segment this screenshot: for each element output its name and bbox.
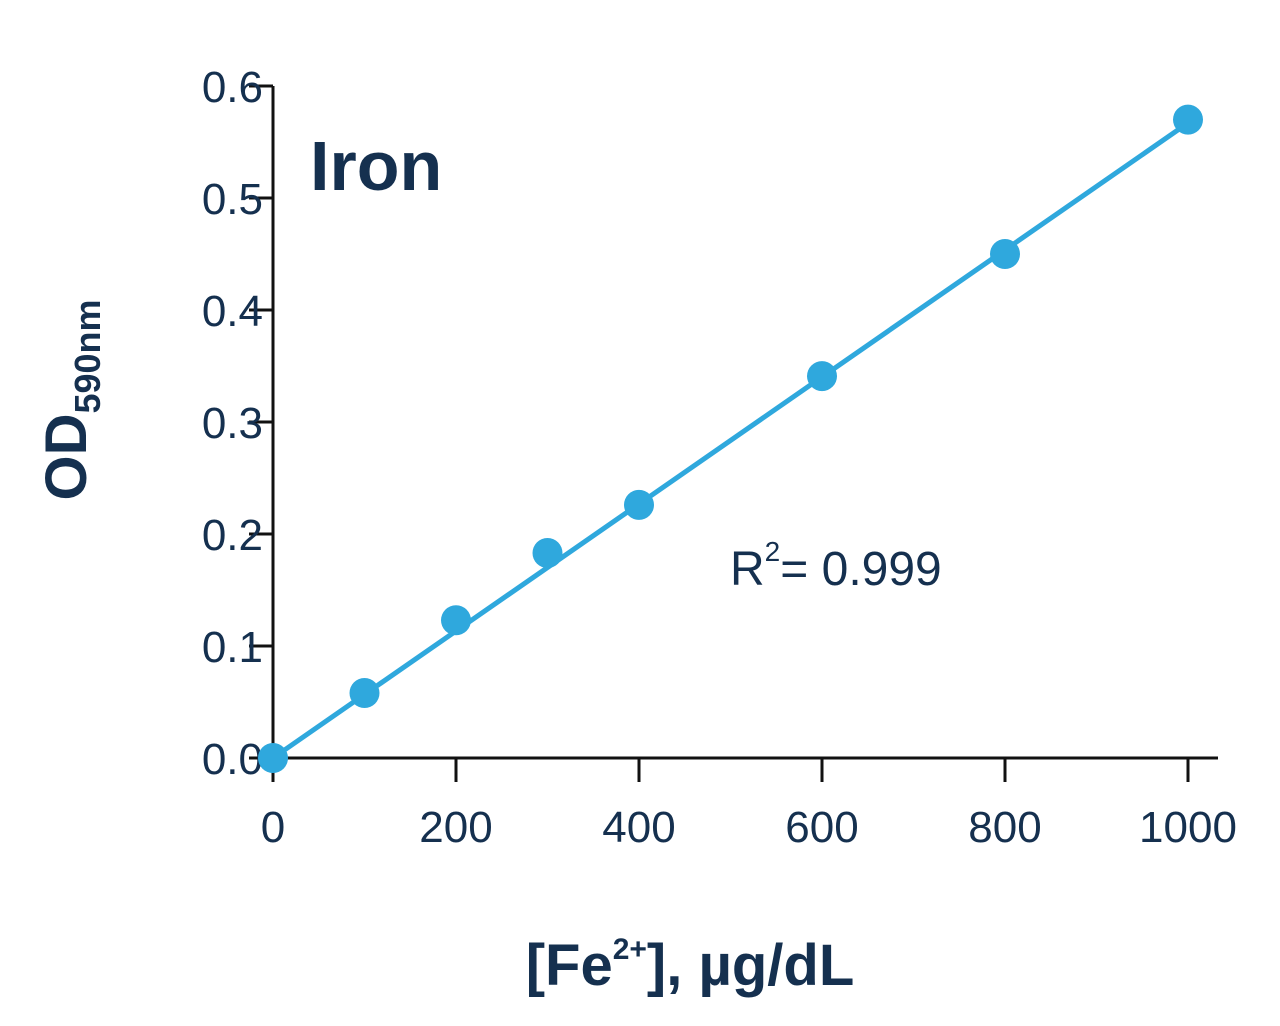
x-axis-label-rest: ], µg/dL [647, 933, 854, 998]
y-tick-label: 0.2 [202, 511, 263, 560]
chart-title: Iron [310, 127, 442, 205]
y-tick-label: 0.6 [202, 63, 263, 112]
r-squared-annotation: R2= 0.999 [730, 536, 942, 596]
y-tick-label: 0.4 [202, 287, 263, 336]
data-point [532, 538, 563, 569]
x-axis-label: [Fe2+], µg/dL [526, 933, 855, 998]
y-axis-label: OD590nm [34, 299, 108, 500]
r-squared-sup: 2 [765, 536, 781, 567]
y-tick-label: 0.3 [202, 399, 263, 448]
y-axis-label-main: OD [34, 414, 99, 501]
x-tick-label: 800 [968, 803, 1041, 852]
data-point [1173, 104, 1203, 135]
data-point [441, 605, 471, 636]
r-squared-rest: = 0.999 [780, 543, 941, 596]
data-point [349, 678, 380, 709]
x-axis-label-main: [Fe [526, 933, 613, 998]
y-tick-label: 0.5 [202, 175, 263, 224]
y-tick-label: 0.1 [202, 623, 263, 672]
fit-line [270, 120, 1191, 761]
data-point [258, 743, 288, 773]
x-tick-label: 200 [419, 803, 492, 852]
y-axis-label-sub: 590nm [67, 299, 108, 413]
data-point [990, 239, 1020, 269]
data-point [807, 361, 837, 392]
x-tick-label: 600 [785, 803, 858, 852]
data-point [624, 489, 654, 520]
x-tick-label: 400 [602, 803, 675, 852]
x-axis-label-sup: 2+ [613, 933, 647, 966]
x-tick-label: 0 [261, 803, 285, 852]
y-tick-label: 0.0 [202, 735, 263, 784]
r-squared-main: R [730, 543, 765, 596]
data-marks [258, 104, 1203, 773]
ticks: 0.0 0.1 0.2 0.3 0.4 0.5 0.6 0 200 400 600 800 1000 [202, 63, 1237, 852]
x-tick-label: 1000 [1139, 803, 1237, 852]
